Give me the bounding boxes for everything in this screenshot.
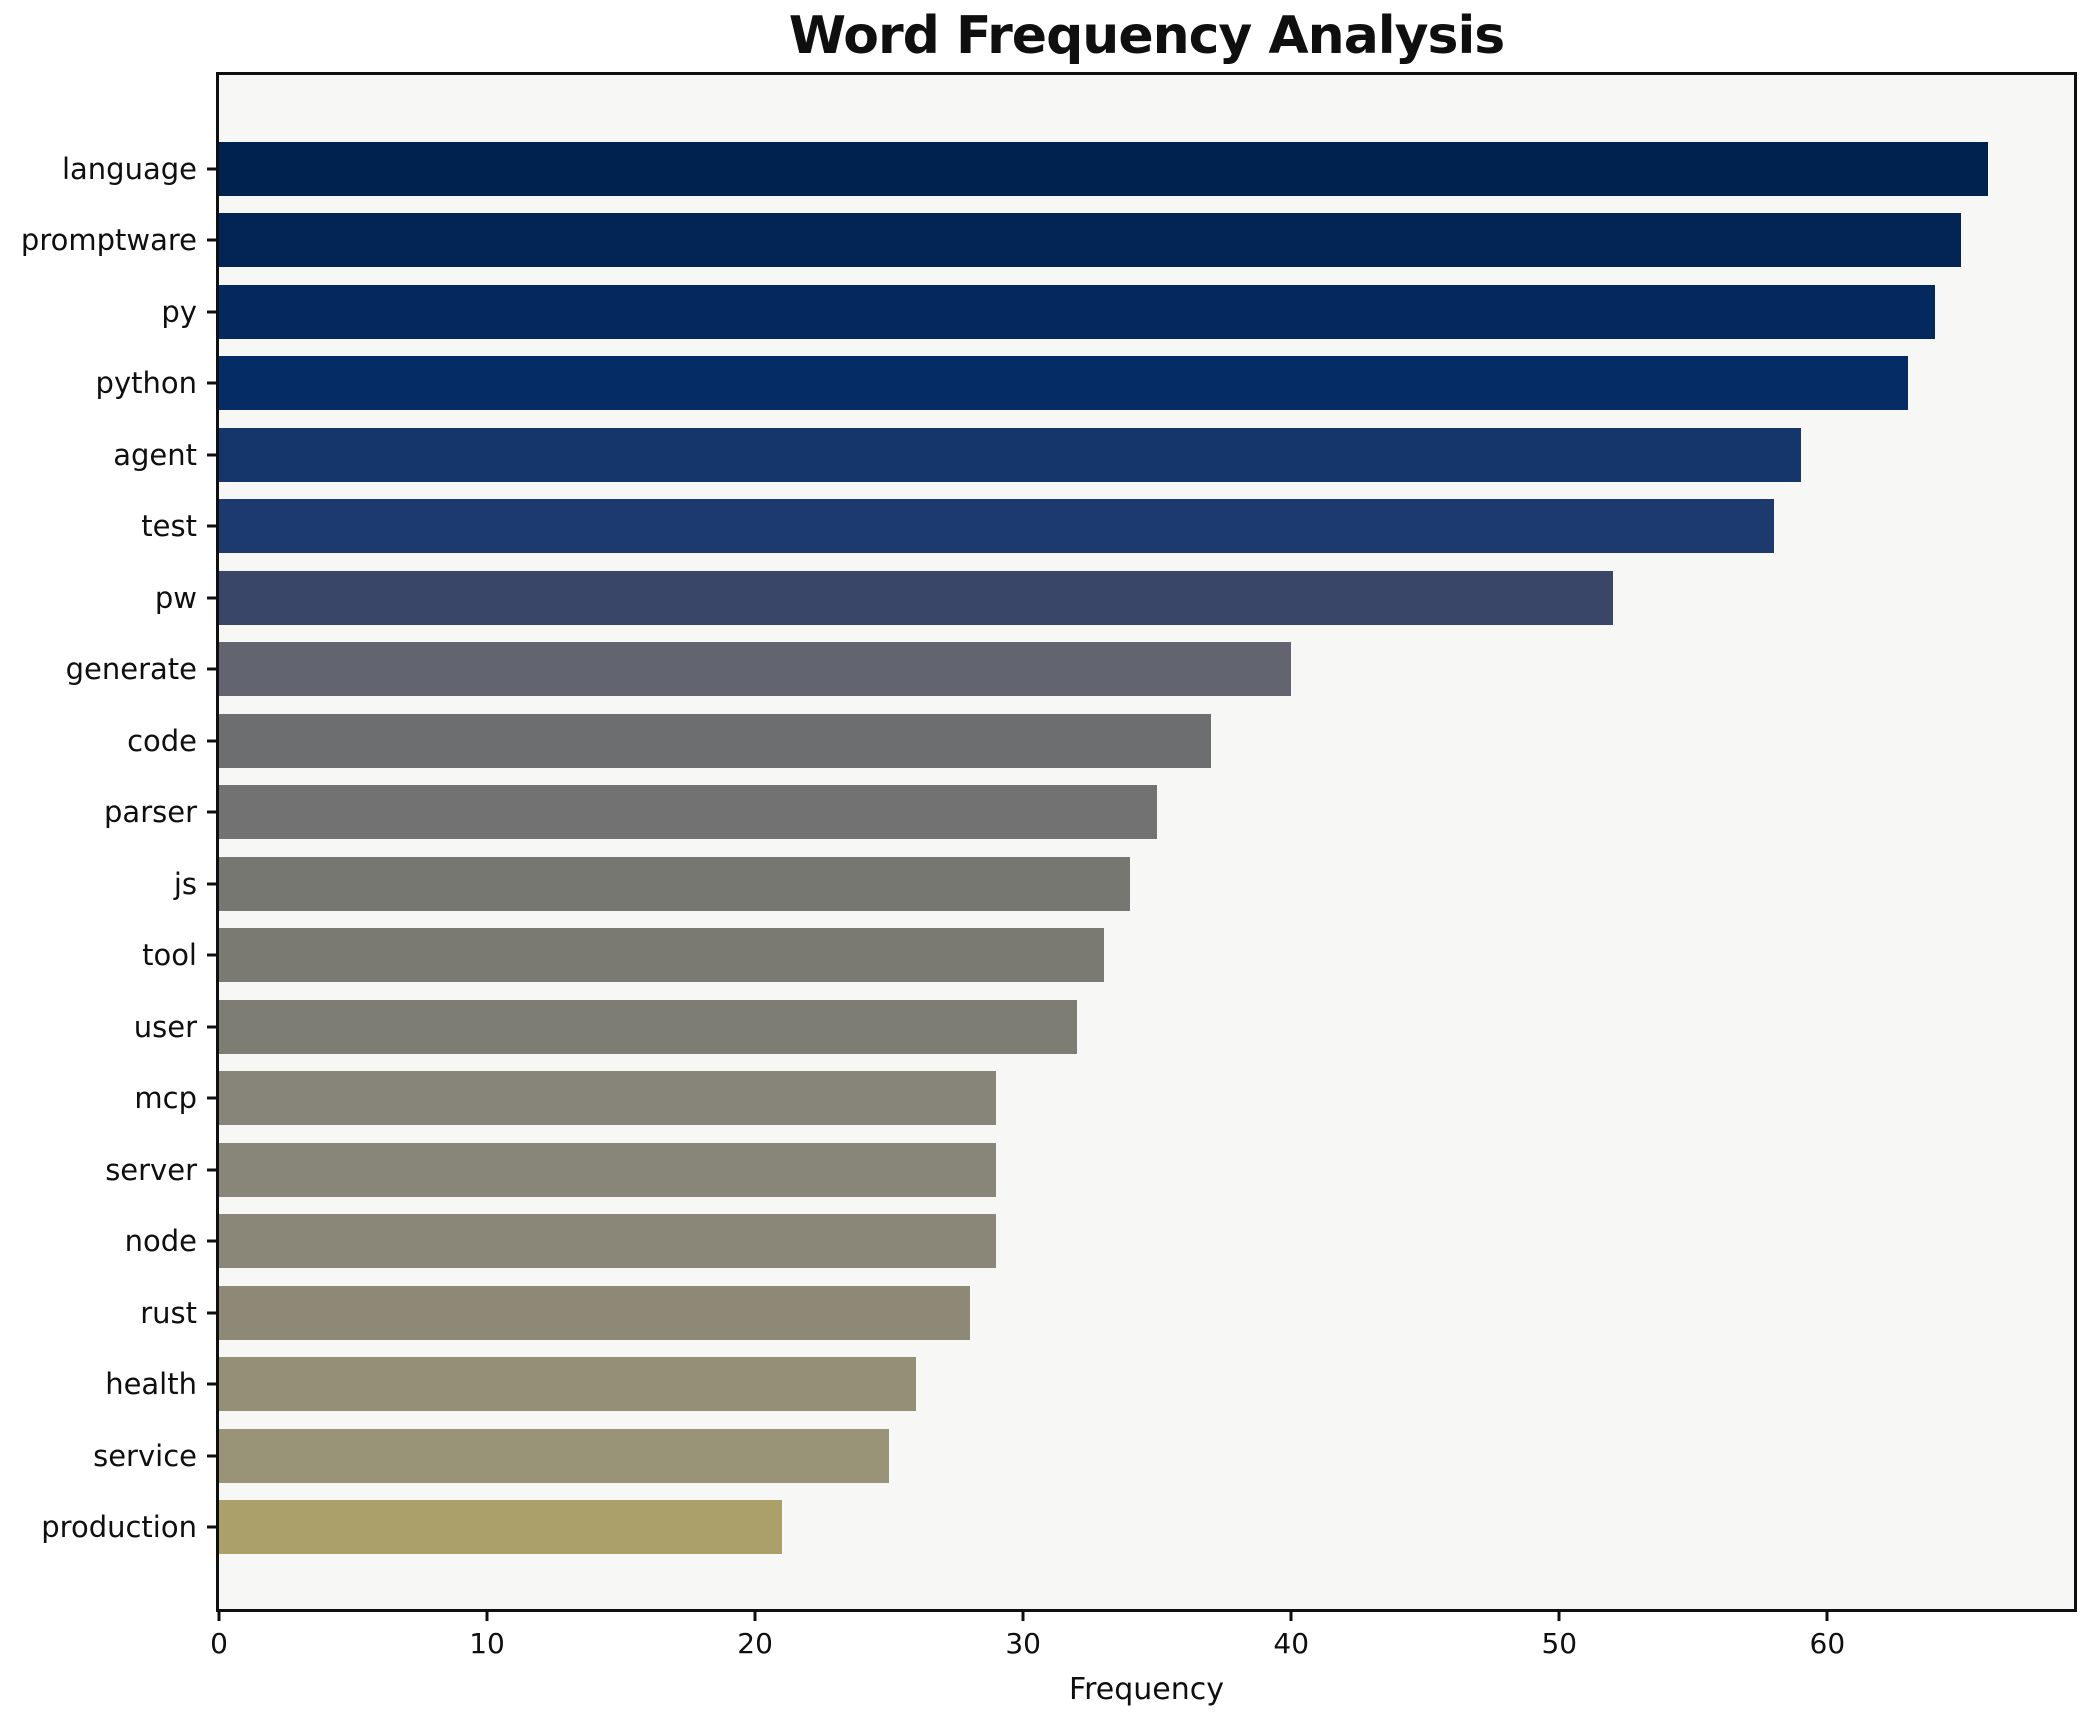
y-tick-mark: [207, 1382, 219, 1386]
bar-agent: [219, 427, 1801, 482]
plot-area: language promptware py python agent test pw gen…: [21, 72, 2077, 1660]
y-tick-mark: [207, 1168, 219, 1172]
bar-language: [219, 141, 1989, 196]
y-tick-mark: [207, 1025, 219, 1029]
x-tick-label: 10: [469, 1627, 505, 1660]
bar-pw: [219, 570, 1613, 625]
x-tick-label: 60: [1809, 1627, 1846, 1660]
y-tick-label: pw: [154, 580, 197, 615]
bar-row: promptware: [21, 205, 2074, 277]
bar-js: [219, 856, 1131, 911]
y-tick-mark: [207, 381, 219, 385]
bar-row: production: [41, 1492, 2074, 1564]
x-tick-label: 40: [1273, 1627, 1310, 1660]
bar-row: service: [93, 1420, 2074, 1492]
y-tick-label: service: [93, 1438, 197, 1473]
bar-row: node: [125, 1206, 2074, 1278]
y-tick-label: health: [105, 1367, 197, 1402]
x-tick-mark: [217, 1609, 221, 1621]
y-tick-mark: [207, 667, 219, 671]
y-tick-mark: [207, 310, 219, 314]
bar-health: [219, 1357, 916, 1412]
y-tick-mark: [207, 1454, 219, 1458]
bar-row: user: [134, 991, 2074, 1063]
y-tick-mark: [207, 739, 219, 743]
y-tick-mark: [207, 810, 219, 814]
y-tick-mark: [207, 1239, 219, 1243]
y-tick-mark: [207, 524, 219, 528]
y-tick-label: node: [124, 1224, 197, 1259]
y-tick-label: agent: [113, 437, 197, 472]
y-tick-label: parser: [104, 795, 197, 830]
bar-user: [219, 999, 1077, 1054]
bar-production: [219, 1500, 782, 1555]
y-tick-label: code: [127, 723, 197, 758]
bar-row: rust: [140, 1277, 2074, 1349]
y-tick-label: python: [95, 366, 197, 401]
x-tick-mark: [753, 1609, 757, 1621]
x-tick-label: 0: [210, 1627, 228, 1660]
y-tick-label: promptware: [20, 223, 197, 258]
bar-rust: [219, 1285, 970, 1340]
bar-row: python: [96, 348, 2074, 420]
x-tick-mark: [1825, 1609, 1829, 1621]
bar-row: server: [105, 1134, 2074, 1206]
bar-server: [219, 1142, 997, 1197]
bar-parser: [219, 785, 1158, 840]
y-tick-label: production: [41, 1510, 197, 1545]
bar-code: [219, 713, 1211, 768]
bar-row: mcp: [134, 1063, 2074, 1135]
bar-generate: [219, 642, 1292, 697]
bars-container: language promptware py python agent test pw gen…: [21, 133, 2074, 1564]
x-tick-mark: [1289, 1609, 1293, 1621]
bar-row: pw: [155, 562, 2074, 634]
y-tick-mark: [207, 167, 219, 171]
y-tick-label: rust: [140, 1295, 197, 1330]
bar-promptware: [219, 213, 1962, 268]
y-tick-label: tool: [142, 938, 197, 973]
bar-row: parser: [104, 777, 2074, 849]
y-tick-mark: [207, 882, 219, 886]
x-axis-label: Frequency: [1069, 1672, 1224, 1707]
bar-row: tool: [142, 920, 2074, 992]
x-tick-label: 50: [1541, 1627, 1578, 1660]
bar-py: [219, 284, 1935, 339]
y-tick-label: generate: [65, 652, 197, 687]
y-tick-label: py: [161, 294, 197, 329]
y-tick-mark: [207, 596, 219, 600]
bar-tool: [219, 928, 1104, 983]
bar-row: agent: [113, 419, 2074, 491]
y-tick-mark: [207, 453, 219, 457]
bar-service: [219, 1428, 890, 1483]
bar-row: js: [174, 848, 2074, 920]
y-tick-mark: [207, 953, 219, 957]
y-tick-label: user: [133, 1009, 197, 1044]
bar-row: code: [127, 705, 2074, 777]
bar-python: [219, 356, 1908, 411]
x-tick-label: 30: [1005, 1627, 1042, 1660]
x-tick-mark: [485, 1609, 489, 1621]
bar-mcp: [219, 1071, 997, 1126]
y-tick-label: test: [141, 509, 197, 544]
bar-test: [219, 499, 1774, 554]
bar-node: [219, 1214, 997, 1269]
y-tick-label: language: [61, 151, 197, 186]
y-tick-label: js: [173, 866, 197, 901]
bar-row: language: [62, 133, 2074, 205]
y-tick-label: mcp: [134, 1081, 197, 1116]
bar-row: py: [161, 276, 2074, 348]
bar-row: test: [141, 491, 2074, 563]
y-tick-mark: [207, 238, 219, 242]
y-tick-mark: [207, 1311, 219, 1315]
x-tick-label: 20: [737, 1627, 773, 1660]
x-tick-mark: [1021, 1609, 1025, 1621]
y-tick-mark: [207, 1096, 219, 1100]
x-tick-mark: [1557, 1609, 1561, 1621]
chart-title: Word Frequency Analysis: [788, 6, 1505, 66]
y-tick-mark: [207, 1525, 219, 1529]
bar-row: health: [105, 1349, 2074, 1421]
bar-row: generate: [66, 634, 2074, 706]
y-tick-label: server: [105, 1152, 197, 1187]
